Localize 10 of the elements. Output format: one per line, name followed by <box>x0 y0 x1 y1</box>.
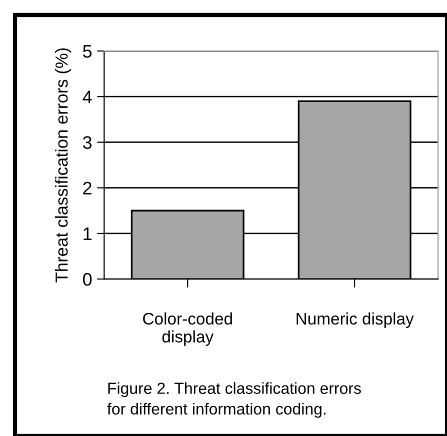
y-tick-label: 5 <box>83 45 92 58</box>
y-tick-label: 1 <box>84 228 92 240</box>
caption: Figure 2. Threat classification errors for different information coding. <box>107 382 361 418</box>
y-tick-label: 2 <box>83 182 92 194</box>
y-tick-label: 0 <box>83 272 92 286</box>
x-tick-label: Numeric display <box>296 312 414 328</box>
y-tick-label: 3 <box>82 136 92 149</box>
y-tick-label: 4 <box>82 90 92 104</box>
x-tick-label: Color-coded display <box>143 312 232 346</box>
y-axis-title: Threat classification errors (%) <box>55 48 72 282</box>
